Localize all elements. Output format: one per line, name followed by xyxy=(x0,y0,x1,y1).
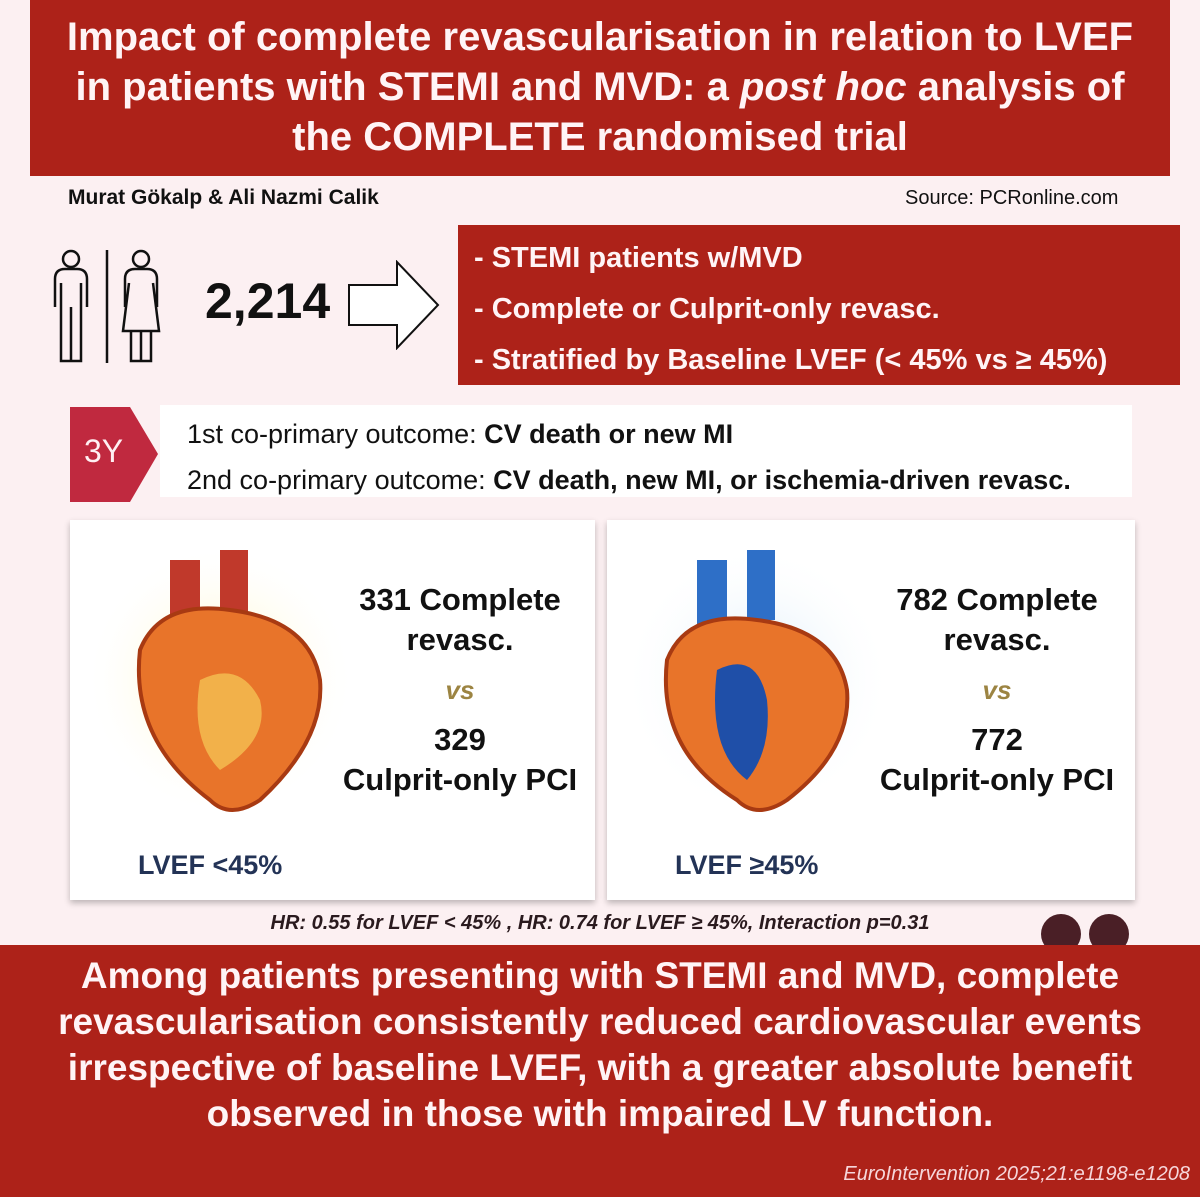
title-banner: Impact of complete revascularisation in … xyxy=(30,0,1170,176)
study-design-box: - STEMI patients w/MVD - Complete or Cul… xyxy=(458,225,1180,385)
lvef-label: LVEF <45% xyxy=(138,850,283,880)
design-item: - STEMI patients w/MVD xyxy=(474,242,803,274)
conclusion-banner: Among patients presenting with STEMI and… xyxy=(0,945,1200,1197)
quote-icon xyxy=(1041,914,1129,947)
title-italic: post hoc xyxy=(739,65,907,109)
outcome-2: 2nd co-primary outcome: CV death, new MI… xyxy=(187,457,1132,503)
complete-count: 782 Complete revasc. xyxy=(896,582,1098,657)
citation: EuroIntervention 2025;21:e1198-e1208 xyxy=(843,1163,1190,1185)
design-item: - Stratified by Baseline LVEF (< 45% vs … xyxy=(474,344,1108,376)
patient-count: 2,214 xyxy=(205,273,331,329)
outcome-value: CV death, new MI, or ischemia-driven rev… xyxy=(493,465,1071,495)
complete-count: 331 Complete revasc. xyxy=(359,582,561,657)
outcome-label: 2nd co-primary outcome: xyxy=(187,465,494,495)
conclusion-text: Among patients presenting with STEMI and… xyxy=(58,955,1142,1134)
group-card-preserved-lvef: 782 Complete revasc. vs 772 Culprit-only… xyxy=(607,520,1135,900)
title-text: in patients with STEMI and MVD: a xyxy=(75,65,740,109)
group-counts: 782 Complete revasc. vs 772 Culprit-only… xyxy=(877,580,1117,800)
outcome-value: CV death or new MI xyxy=(484,419,734,449)
vs-label: vs xyxy=(445,675,475,705)
outcomes-box: 1st co-primary outcome: CV death or new … xyxy=(160,405,1132,497)
culprit-count: 772 xyxy=(971,722,1023,757)
authors: Murat Gökalp & Ali Nazmi Calik xyxy=(68,186,379,209)
followup-tag-shape xyxy=(70,407,158,502)
source: Source: PCRonline.com xyxy=(905,187,1119,209)
culprit-label: Culprit-only PCI xyxy=(879,762,1115,797)
people-male-female-icon xyxy=(53,249,161,363)
title-line-3: the COMPLETE randomised trial xyxy=(292,115,908,159)
culprit-count: 329 xyxy=(434,722,486,757)
title-line-1: Impact of complete revascularisation in … xyxy=(66,15,1134,59)
outcome-1: 1st co-primary outcome: CV death or new … xyxy=(187,411,1132,457)
outcome-label: 1st co-primary outcome: xyxy=(187,419,485,449)
title-line-2: in patients with STEMI and MVD: a post h… xyxy=(30,62,1170,112)
design-item: - Complete or Culprit-only revasc. xyxy=(474,293,940,325)
heart-icon xyxy=(622,545,887,815)
group-counts: 331 Complete revasc. vs 329 Culprit-only… xyxy=(340,580,580,800)
arrow-right-icon xyxy=(348,260,440,350)
hazard-ratio-text: HR: 0.55 for LVEF < 45% , HR: 0.74 for L… xyxy=(270,912,930,934)
group-card-low-lvef: 331 Complete revasc. vs 329 Culprit-only… xyxy=(70,520,595,900)
heart-icon xyxy=(85,545,350,815)
culprit-label: Culprit-only PCI xyxy=(342,762,578,797)
lvef-label: LVEF ≥45% xyxy=(675,850,819,880)
followup-tag: 3Y xyxy=(84,433,124,469)
title-text: analysis of xyxy=(906,65,1125,109)
vs-label: vs xyxy=(982,675,1012,705)
